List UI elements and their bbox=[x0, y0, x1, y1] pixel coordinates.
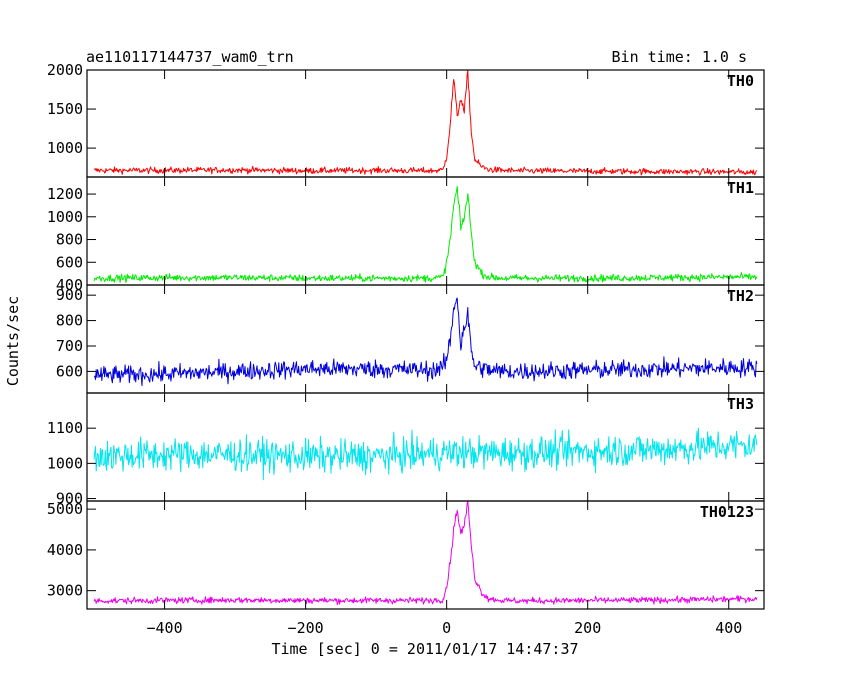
x-tick-label: 200 bbox=[574, 619, 601, 637]
panel-label-th0123: TH0123 bbox=[700, 503, 754, 521]
y-tick-label-th2: 800 bbox=[56, 312, 83, 330]
y-tick-label-th0: 1000 bbox=[47, 139, 83, 157]
panel-label-th1: TH1 bbox=[727, 179, 754, 197]
series-line-th0123 bbox=[93, 500, 758, 606]
y-tick-label-th1: 1200 bbox=[47, 185, 83, 203]
y-tick-label-th3: 1100 bbox=[47, 419, 83, 437]
x-tick-label: 0 bbox=[442, 619, 451, 637]
y-axis-label: Counts/sec bbox=[4, 296, 22, 386]
series-line-th2 bbox=[93, 297, 758, 387]
panel-frame-th1 bbox=[86, 176, 765, 286]
x-tick-label: −200 bbox=[288, 619, 324, 637]
y-tick-label-th0: 2000 bbox=[47, 61, 83, 79]
y-tick-label-th1: 1000 bbox=[47, 208, 83, 226]
series-line-th3 bbox=[93, 427, 758, 481]
bin-time-label: Bin time: 1.0 s bbox=[612, 48, 747, 66]
y-tick-label-th0123: 4000 bbox=[47, 541, 83, 559]
y-tick-label-th1: 800 bbox=[56, 231, 83, 249]
y-tick-label-th2: 900 bbox=[56, 286, 83, 304]
y-tick-label-th3: 1000 bbox=[47, 454, 83, 472]
y-tick-label-th1: 400 bbox=[56, 276, 83, 294]
observation-id-title: ae110117144737_wam0_trn bbox=[86, 48, 294, 66]
y-tick-label-th0123: 3000 bbox=[47, 582, 83, 600]
y-tick-label-th3: 900 bbox=[56, 490, 83, 508]
y-tick-label-th0123: 5000 bbox=[47, 500, 83, 518]
panel-frame-th0 bbox=[86, 69, 765, 178]
series-line-th0 bbox=[93, 69, 758, 176]
panel-label-th3: TH3 bbox=[727, 395, 754, 413]
x-tick-label: −400 bbox=[147, 619, 183, 637]
panel-label-th0: TH0 bbox=[727, 72, 754, 90]
y-tick-label-th1: 600 bbox=[56, 253, 83, 271]
y-tick-label-th2: 600 bbox=[56, 362, 83, 380]
y-tick-label-th2: 700 bbox=[56, 337, 83, 355]
y-tick-label-th0: 1500 bbox=[47, 100, 83, 118]
x-axis-label: Time [sec] 0 = 2011/01/17 14:47:37 bbox=[271, 640, 578, 658]
panel-label-th2: TH2 bbox=[727, 287, 754, 305]
x-tick-label: 400 bbox=[715, 619, 742, 637]
series-line-th1 bbox=[93, 185, 758, 283]
panel-frame-th0123 bbox=[86, 500, 765, 610]
panel-frame-th2 bbox=[86, 284, 765, 394]
